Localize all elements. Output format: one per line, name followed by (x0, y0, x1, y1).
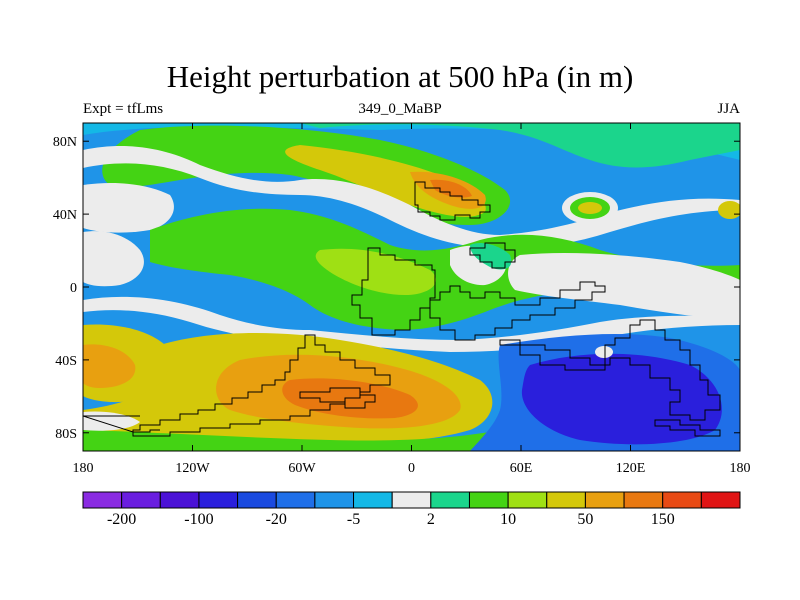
field-region (430, 179, 472, 198)
height-field (83, 123, 740, 451)
field-region (83, 231, 144, 287)
field-region (83, 296, 310, 341)
southern-outline (83, 415, 160, 433)
colorbar-box (468, 491, 509, 509)
colorbar-label: 50 (577, 511, 593, 528)
colorbar-label: -5 (347, 511, 360, 528)
southern-outline (654, 419, 721, 437)
colorbar-box (391, 491, 432, 509)
plot-title: Height perturbation at 500 hPa (in m) (166, 59, 634, 94)
colorbar-label: -100 (184, 511, 213, 528)
x-tick-label: 60W (288, 461, 316, 476)
colorbar-box (121, 491, 161, 509)
south-asia-outline (429, 281, 606, 341)
season-label: JJA (717, 101, 740, 117)
field-region (508, 252, 740, 320)
colorbar-box (237, 491, 277, 509)
colorbar-box (275, 491, 316, 509)
arabia-outline (469, 242, 516, 269)
period-label: 349_0_MaBP (358, 101, 442, 117)
y-tick-label: 0 (70, 281, 77, 296)
colorbar-box (198, 491, 239, 509)
colorbar-box (314, 491, 355, 509)
colorbar-label: 2 (427, 511, 435, 528)
x-tick-label: 180 (730, 461, 751, 476)
colorbar-box (353, 491, 393, 509)
field-region (718, 201, 740, 219)
colorbar-box (430, 491, 470, 509)
colorbar-box (662, 491, 702, 509)
southern-outline (299, 387, 376, 409)
field-region (83, 344, 136, 388)
colorbar-label: -20 (266, 511, 287, 528)
colorbar-box (623, 491, 664, 509)
y-tick-label: 80N (53, 135, 77, 150)
south-america-outline (132, 334, 391, 437)
colorbar-label: 10 (500, 511, 516, 528)
colorbar: -200 -100 -20 -5 2 10 50 150 (82, 491, 741, 528)
colorbar-box (584, 491, 625, 509)
eurasia-outline (414, 181, 491, 221)
colorbar-box (546, 491, 586, 509)
axis-ticks: 180 120W 60W 0 60E 120E 180 80N 40N 0 40S 80S (53, 123, 751, 476)
colorbar-box (82, 491, 123, 509)
y-tick-label: 40N (53, 208, 77, 223)
colorbar-box (700, 491, 741, 509)
field-region (521, 353, 722, 445)
y-tick-label: 40S (55, 354, 77, 369)
australia-outline (499, 319, 721, 421)
field-region (150, 208, 740, 330)
x-tick-label: 120E (616, 461, 646, 476)
field-region (300, 123, 740, 168)
field-region (595, 346, 613, 358)
x-tick-label: 0 (408, 461, 415, 476)
colorbar-label: 150 (651, 511, 675, 528)
x-tick-label: 180 (73, 461, 94, 476)
land-outlines (83, 181, 721, 437)
field-region (470, 243, 512, 270)
field-region (578, 202, 602, 214)
x-tick-label: 60E (510, 461, 533, 476)
field-region (83, 145, 740, 249)
colorbar-label: -200 (107, 511, 136, 528)
field-region (83, 183, 174, 233)
field-region (83, 430, 510, 451)
colorbar-box (507, 491, 548, 509)
y-tick-label: 80S (55, 427, 77, 442)
x-tick-label: 120W (175, 461, 210, 476)
africa-outline (351, 247, 436, 336)
experiment-label: Expt = tfLms (83, 101, 164, 117)
colorbar-box (159, 491, 200, 509)
